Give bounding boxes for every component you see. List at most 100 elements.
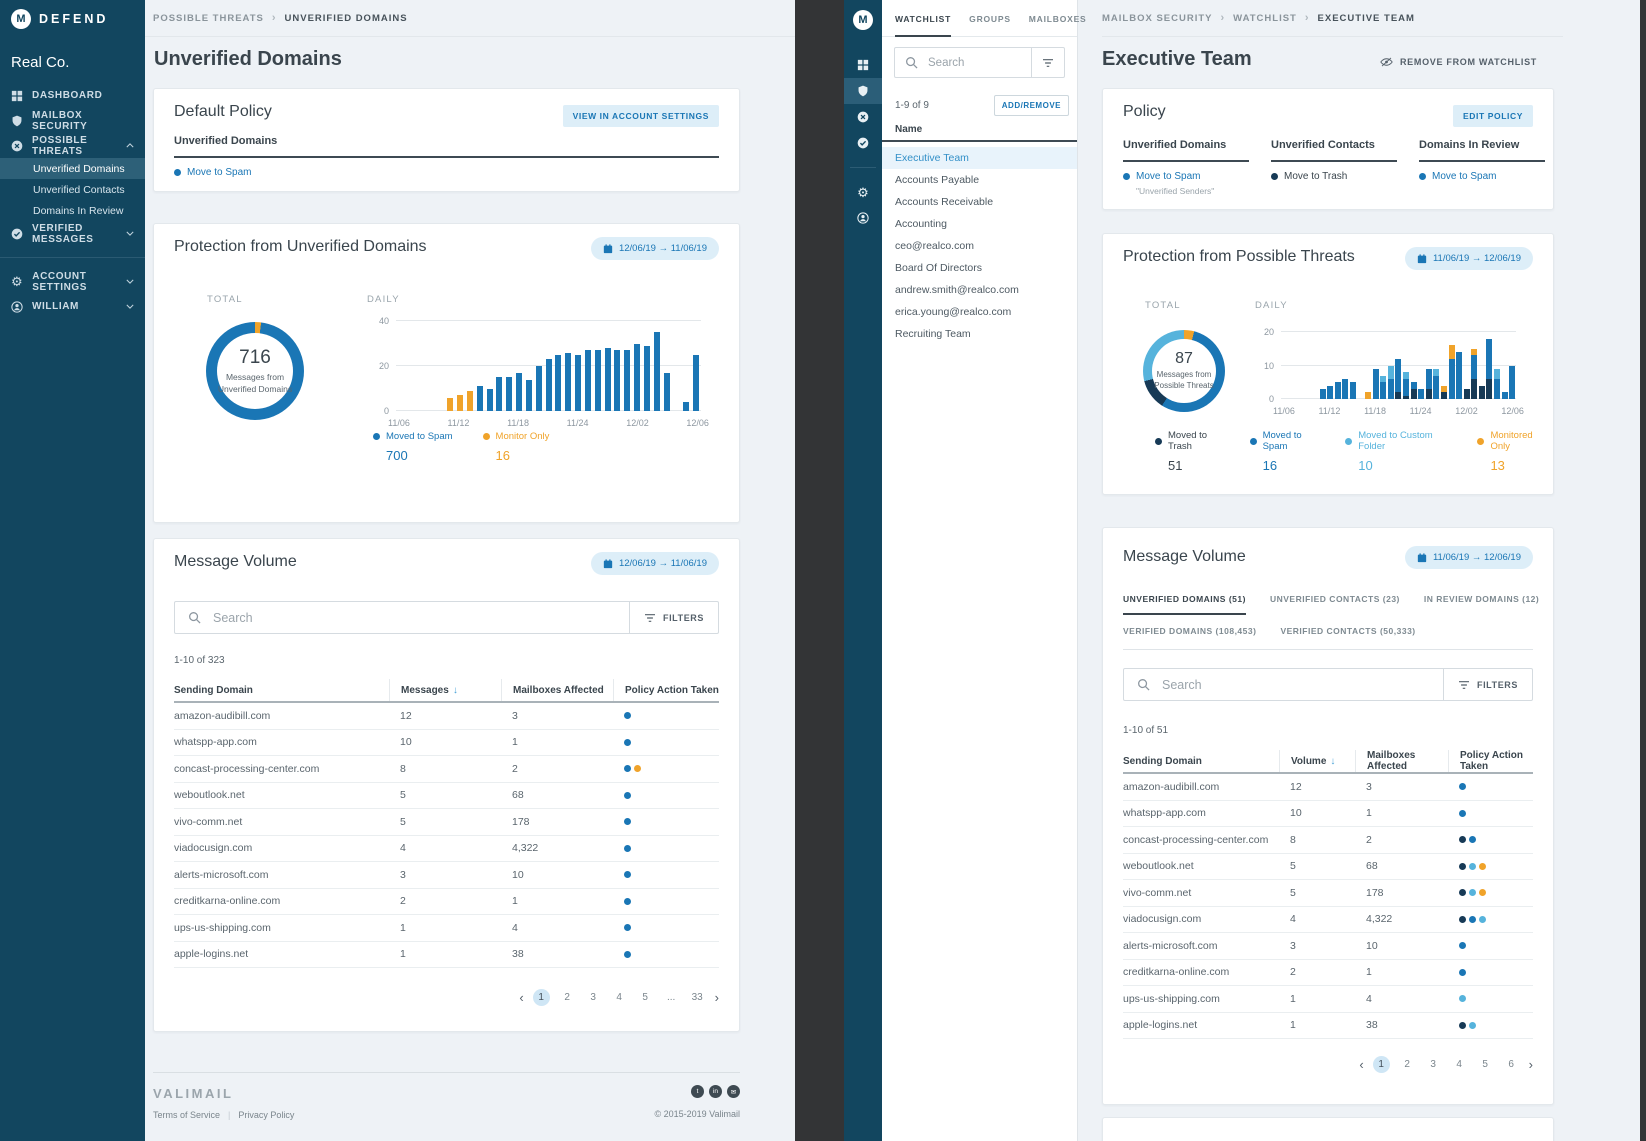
logo[interactable]: M DEFEND [0,0,145,38]
tab-verified-contacts-50-333-[interactable]: VERIFIED CONTACTS (50,333) [1280,626,1416,636]
sidebar-item-account-settings[interactable]: ⚙ ACCOUNT SETTINGS [0,269,145,294]
sidebar-item-william[interactable]: WILLIAM [0,294,145,319]
page-5-button[interactable]: 5 [642,992,648,1003]
table-row[interactable]: viadocusign.com 4 4,322 [1123,907,1533,933]
date-range-badge[interactable]: 11/06/19 → 12/06/19 [1404,546,1533,569]
column-header[interactable]: Policy Action Taken [1448,750,1533,772]
column-header[interactable]: Policy Action Taken [613,679,719,701]
rail-item-check-circle[interactable] [844,130,882,156]
page-33-button[interactable]: 33 [691,992,703,1003]
name-column-header[interactable]: Name [895,124,923,135]
tab-in-review-domains-12-[interactable]: IN REVIEW DOMAINS (12) [1423,594,1540,604]
footer-link[interactable]: Terms of Service [153,1110,221,1120]
breadcrumb-item[interactable]: UNVERIFIED DOMAINS [284,12,408,24]
page-2-button[interactable]: 2 [564,992,570,1003]
table-row[interactable]: apple-logins.net 1 38 [1123,1013,1533,1039]
tab-unverified-contacts-23-[interactable]: UNVERIFIED CONTACTS (23) [1269,594,1400,604]
add-remove-button[interactable]: ADD/REMOVE [993,95,1069,116]
rail-item-person[interactable] [844,205,882,231]
table-row[interactable]: whatspp-app.com 10 1 [1123,801,1533,827]
watchlist-item[interactable]: erica.young@realco.com [895,306,1012,318]
edit-policy-button[interactable]: EDIT POLICY [1453,105,1533,127]
page-3-button[interactable]: 3 [590,992,596,1003]
table-row[interactable]: vivo-comm.net 5 178 [174,809,719,836]
sidebar-item-possible-threats[interactable]: POSSIBLE THREATS [0,133,145,158]
table-row[interactable]: viadocusign.com 4 4,322 [174,836,719,862]
page-1-button[interactable]: 1 [532,989,550,1006]
sidebar-item-verified-messages[interactable]: VERIFIED MESSAGES [0,221,145,246]
table-row[interactable]: apple-logins.net 1 38 [174,942,719,968]
watchlist-item[interactable]: Accounting [895,218,947,230]
rail-item-gear[interactable]: ⚙ [857,184,869,200]
date-range-badge[interactable]: 12/06/19 → 11/06/19 [590,552,719,575]
tab-watchlist[interactable]: WATCHLIST [895,0,952,37]
breadcrumb-item[interactable]: EXECUTIVE TEAM [1317,12,1415,24]
page-...-button[interactable]: ... [666,992,676,1003]
table-row[interactable]: weboutlook.net 5 68 [1123,854,1533,880]
page-6-button[interactable]: 6 [1508,1059,1514,1070]
breadcrumb-item[interactable]: WATCHLIST [1233,12,1297,24]
view-in-account-settings-button[interactable]: VIEW IN ACCOUNT SETTINGS [562,105,719,127]
watchlist-filter-button[interactable] [1031,48,1064,77]
table-row[interactable]: ups-us-shipping.com 1 4 [1123,986,1533,1013]
column-header[interactable]: Mailboxes Affected [501,679,613,701]
search-input[interactable] [211,609,629,626]
table-row[interactable]: whatspp-app.com 10 1 [174,730,719,756]
table-row[interactable]: alerts-microsoft.com 3 10 [1123,933,1533,960]
page-5-button[interactable]: 5 [1482,1059,1488,1070]
email-icon[interactable]: ✉ [727,1085,740,1098]
breadcrumb-item[interactable]: MAILBOX SECURITY [1102,12,1213,24]
watchlist-item[interactable]: Accounts Receivable [895,196,994,208]
next-page-button[interactable]: › [714,990,719,1005]
watchlist-item[interactable]: Recruiting Team [895,328,971,340]
filters-button[interactable]: FILTERS [1442,669,1532,700]
remove-from-watchlist-button[interactable]: REMOVE FROM WATCHLIST [1380,57,1537,67]
date-range-badge[interactable]: 12/06/19 → 11/06/19 [590,237,719,260]
tab-groups[interactable]: GROUPS [969,14,1011,24]
watchlist-item[interactable]: Board Of Directors [895,262,982,274]
policy-action[interactable]: Move to Spam [174,167,719,178]
column-header[interactable]: Sending Domain [1123,755,1202,767]
table-row[interactable]: concast-processing-center.com 8 2 [174,756,719,783]
table-row[interactable]: creditkarna-online.com 2 1 [174,889,719,915]
search-input[interactable] [1160,676,1443,693]
sidebar-item-unverified-contacts[interactable]: Unverified Contacts [0,179,145,200]
tab-unverified-domains-51-[interactable]: UNVERIFIED DOMAINS (51) [1123,594,1246,615]
watchlist-item[interactable]: ceo@realco.com [895,240,974,252]
page-2-button[interactable]: 2 [1404,1059,1410,1070]
sidebar-item-domains-in-review[interactable]: Domains In Review [0,200,145,221]
rail-item-dashboard[interactable] [844,52,882,78]
policy-action[interactable]: Move to Trash [1271,171,1397,182]
table-row[interactable]: vivo-comm.net 5 178 [1123,880,1533,907]
breadcrumb-item[interactable]: POSSIBLE THREATS [153,12,264,24]
sidebar-item-mailbox-security[interactable]: MAILBOX SECURITY [0,108,145,133]
watchlist-item[interactable]: Executive Team [882,147,1077,169]
valimail-mark-icon[interactable]: M [853,10,873,30]
sidebar-item-dashboard[interactable]: DASHBOARD [0,83,145,108]
filters-button[interactable]: FILTERS [628,602,718,633]
prev-page-button[interactable]: ‹ [1359,1057,1364,1072]
prev-page-button[interactable]: ‹ [519,990,524,1005]
column-header[interactable]: Messages ↓ [389,679,501,701]
table-row[interactable]: weboutlook.net 5 68 [174,783,719,809]
footer-link[interactable]: Privacy Policy [238,1110,295,1120]
column-header[interactable]: Mailboxes Affected [1355,750,1448,772]
policy-action[interactable]: Move to Spam [1419,171,1545,182]
table-row[interactable]: amazon-audibill.com 12 3 [174,703,719,730]
table-row[interactable]: amazon-audibill.com 12 3 [1123,774,1533,801]
tab-mailboxes[interactable]: MAILBOXES [1028,14,1087,24]
sidebar-item-unverified-domains[interactable]: Unverified Domains [0,158,145,179]
tab-verified-domains-108-453-[interactable]: VERIFIED DOMAINS (108,453) [1123,626,1257,636]
table-row[interactable]: creditkarna-online.com 2 1 [1123,960,1533,986]
column-header[interactable]: Sending Domain [174,684,253,696]
linkedin-icon[interactable]: in [709,1085,722,1098]
rail-item-x-circle[interactable] [844,104,882,130]
table-row[interactable]: ups-us-shipping.com 1 4 [174,915,719,942]
watchlist-item[interactable]: andrew.smith@realco.com [895,284,1019,296]
policy-action[interactable]: Move to Spam [1123,171,1249,182]
page-3-button[interactable]: 3 [1430,1059,1436,1070]
page-4-button[interactable]: 4 [616,992,622,1003]
table-row[interactable]: concast-processing-center.com 8 2 [1123,827,1533,854]
table-row[interactable]: alerts-microsoft.com 3 10 [174,862,719,889]
watchlist-item[interactable]: Accounts Payable [895,174,980,186]
